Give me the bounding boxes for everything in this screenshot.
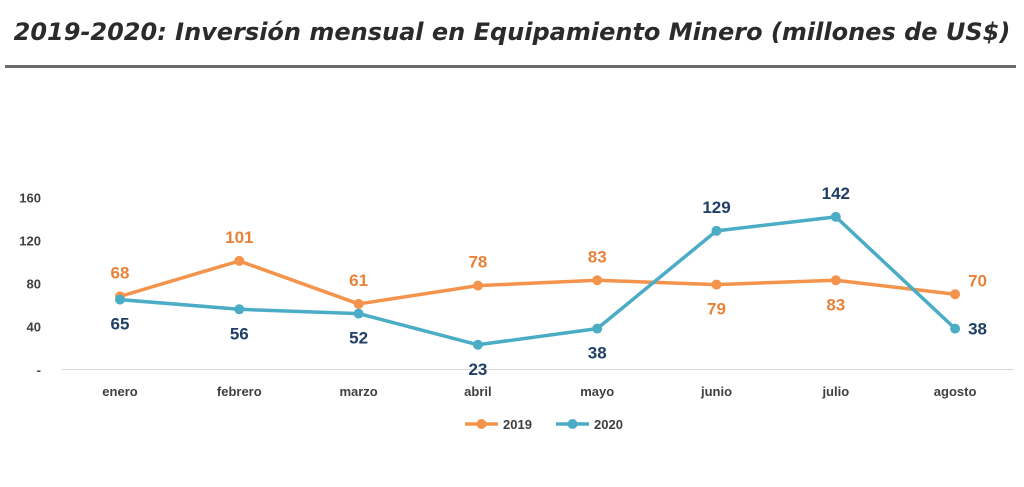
data-label-2020: 56 — [230, 324, 249, 343]
data-point-2020 — [115, 294, 125, 305]
data-point-2020 — [234, 304, 245, 315]
data-point-2020 — [353, 308, 364, 319]
x-tick-label: febrero — [217, 384, 262, 399]
data-label-2019: 83 — [826, 295, 845, 314]
data-label-2019: 78 — [468, 253, 487, 272]
data-point-2020 — [711, 225, 722, 236]
data-point-2019 — [950, 289, 961, 300]
data-label-2019: 70 — [968, 271, 987, 290]
x-tick-label: junio — [700, 384, 732, 399]
legend-label-2020: 2020 — [594, 417, 623, 432]
data-label-2020: 65 — [111, 315, 130, 334]
data-label-2019: 68 — [111, 263, 130, 282]
y-tick-label: 160 — [19, 191, 41, 206]
x-tick-label: agosto — [934, 384, 977, 399]
x-tick-label: julio — [821, 384, 849, 399]
x-tick-label: marzo — [339, 384, 377, 399]
series-line-2020 — [118, 215, 957, 347]
title-divider — [5, 65, 1016, 68]
y-tick-label: 120 — [19, 234, 41, 249]
data-point-2019 — [234, 255, 245, 266]
data-label-2019: 79 — [707, 300, 726, 319]
data-point-2020 — [592, 323, 603, 334]
data-point-2019 — [711, 279, 722, 290]
data-label-2020: 23 — [468, 360, 487, 379]
legend-marker-2020 — [567, 419, 578, 429]
legend-label-2019: 2019 — [503, 417, 532, 432]
series-line-2019 — [118, 259, 957, 306]
data-label-2020: 129 — [702, 198, 730, 217]
data-point-2019 — [353, 298, 364, 309]
data-label-2020: 38 — [968, 320, 987, 339]
x-tick-label: mayo — [580, 384, 614, 399]
y-tick-label: 80 — [27, 277, 41, 292]
y-tick-label: - — [37, 363, 41, 378]
x-tick-label: abril — [464, 384, 491, 399]
x-tick-label: enero — [102, 384, 137, 399]
chart-title: 2019-2020: Inversión mensual en Equipami… — [13, 18, 1011, 46]
data-point-2020 — [950, 323, 961, 334]
data-label-2019: 101 — [225, 228, 253, 247]
data-label-2019: 61 — [349, 271, 368, 290]
data-point-2020 — [472, 339, 483, 350]
data-point-2020 — [830, 211, 841, 222]
data-label-2019: 83 — [588, 247, 607, 266]
data-label-2020: 52 — [349, 329, 368, 348]
data-label-2020: 142 — [822, 184, 850, 203]
y-tick-label: 40 — [27, 320, 41, 335]
data-point-2019 — [472, 280, 483, 291]
data-point-2019 — [592, 275, 603, 286]
data-point-2019 — [830, 275, 841, 286]
legend-marker-2019 — [476, 419, 487, 429]
data-label-2020: 38 — [588, 344, 607, 363]
